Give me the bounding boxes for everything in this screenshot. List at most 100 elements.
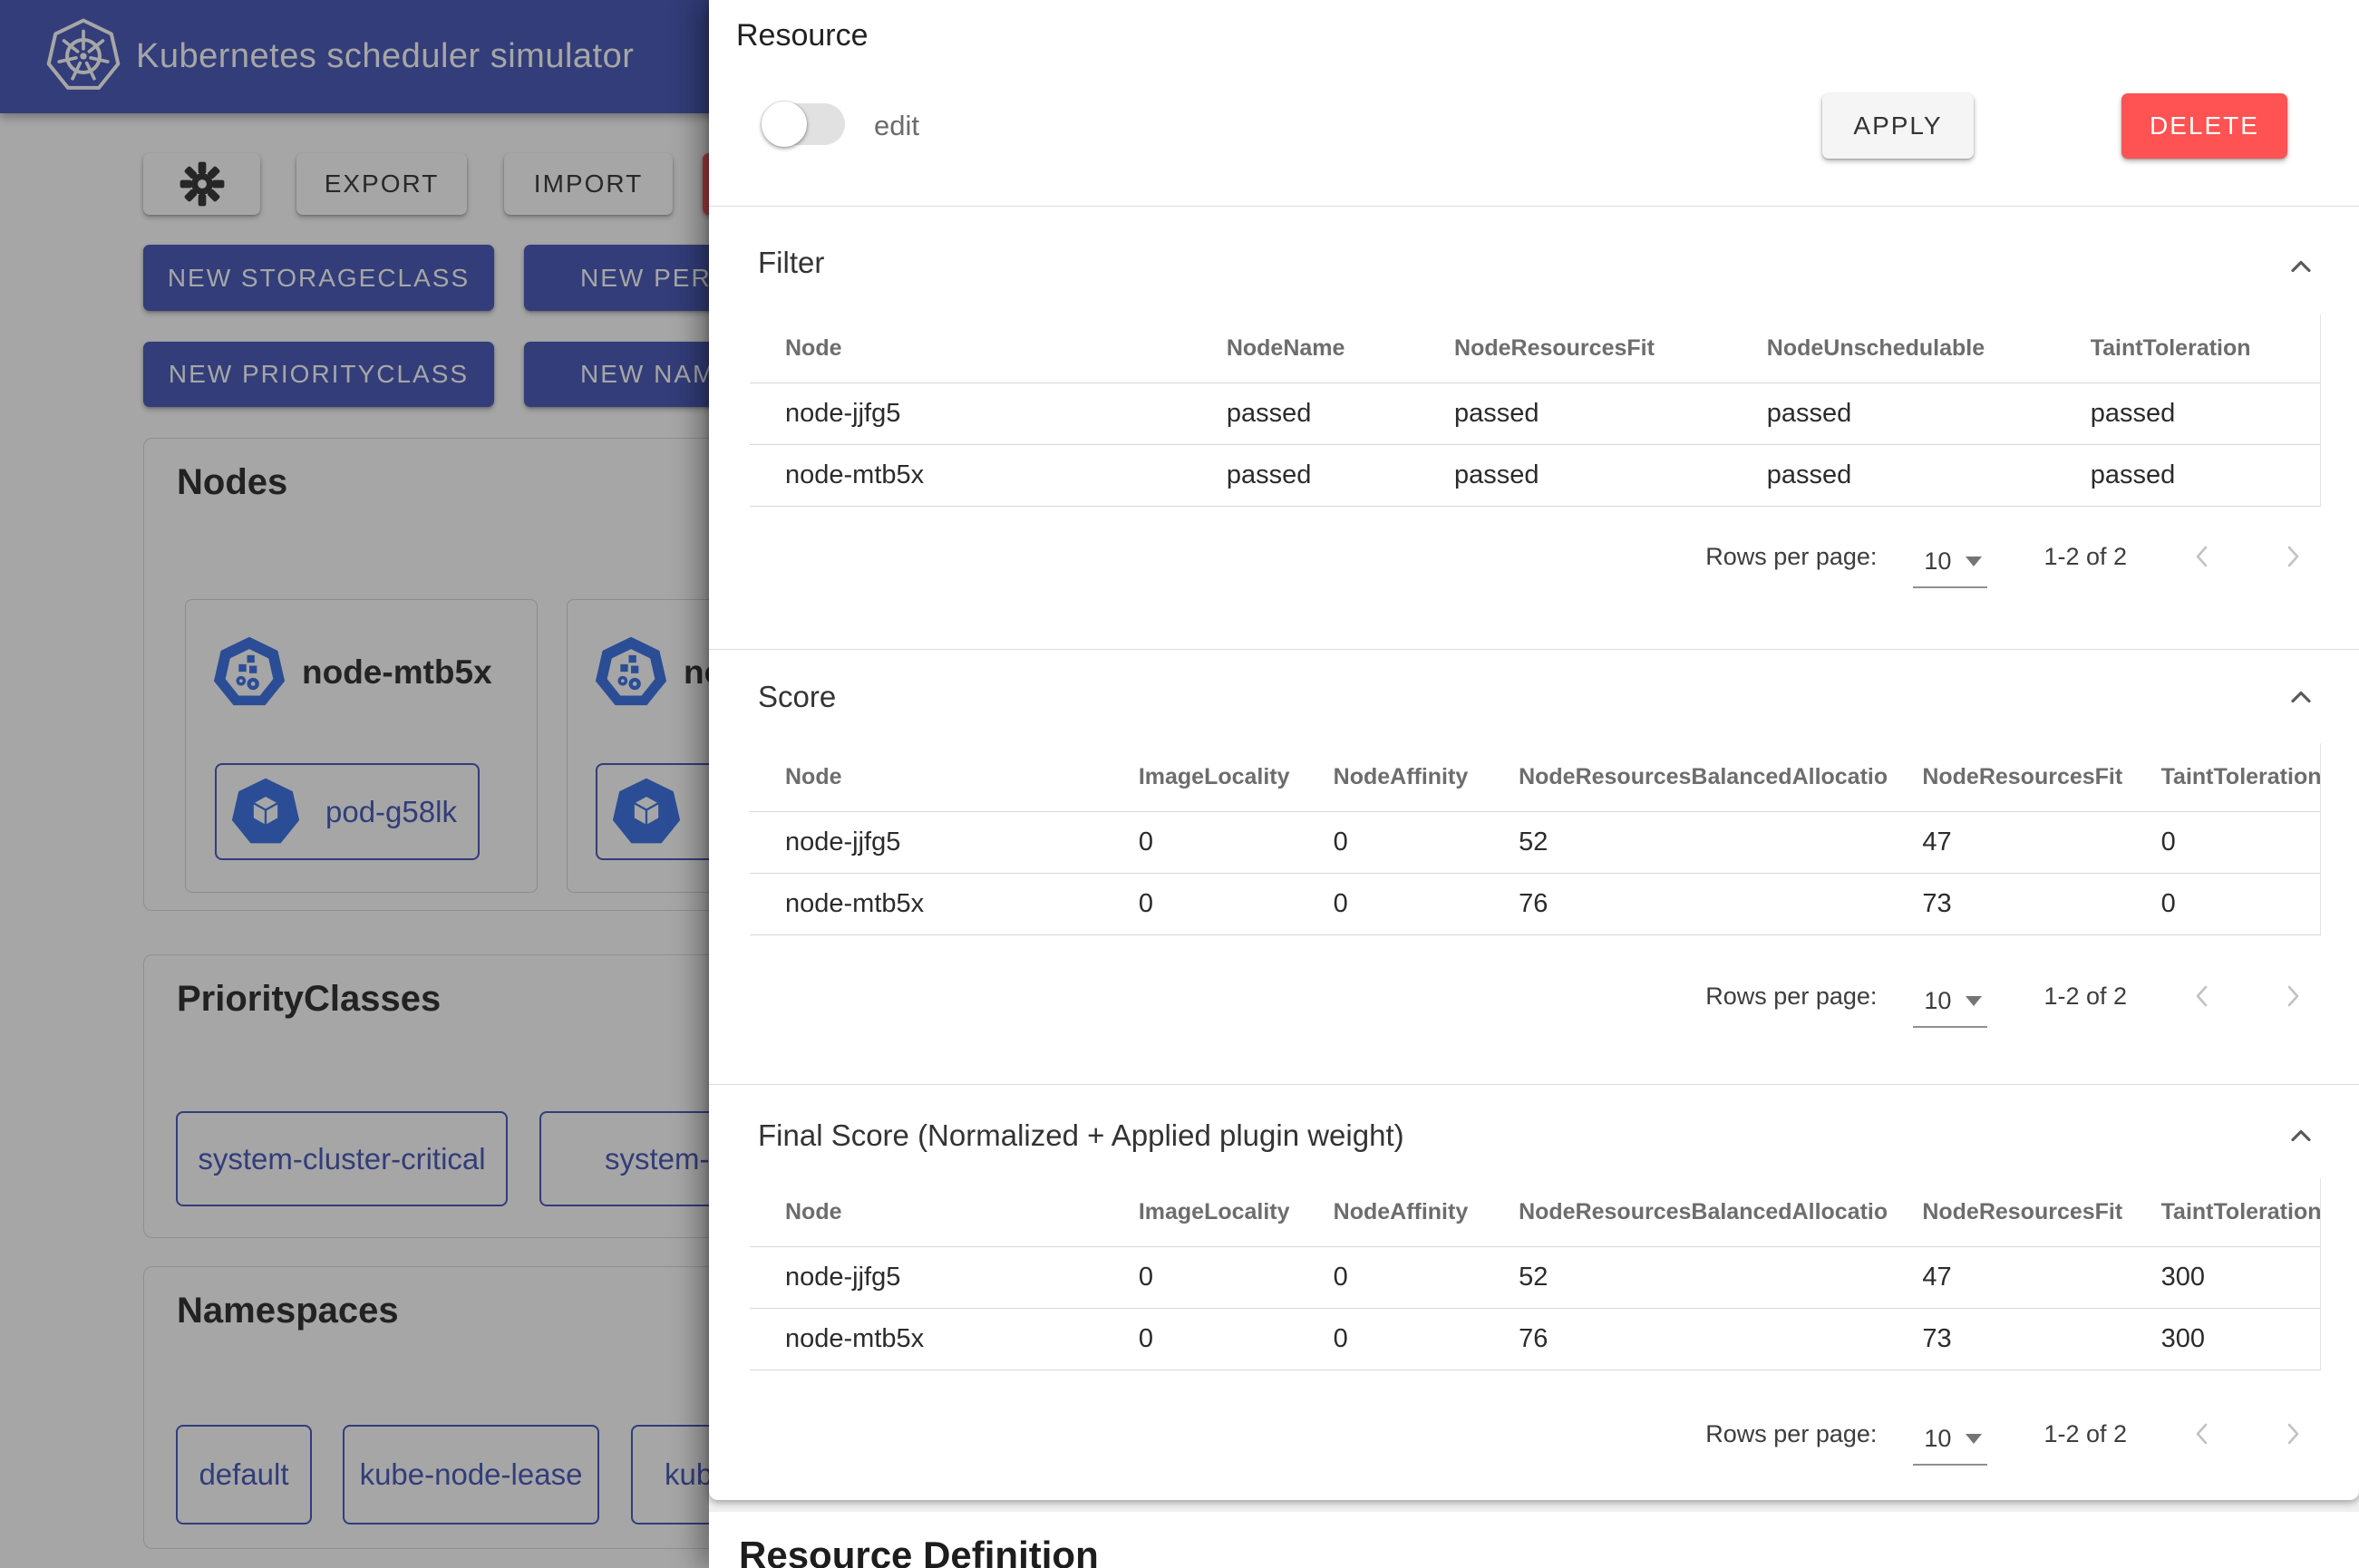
page-range-label: 1-2 of 2	[2043, 542, 2127, 570]
column-header: NodeAffinity	[1297, 743, 1484, 812]
cell-value: 0	[2125, 873, 2321, 935]
previous-page-button[interactable]	[2187, 1418, 2218, 1449]
next-page-button[interactable]	[2277, 981, 2308, 1011]
namespace-chip-kube-node-lease[interactable]: kube-node-lease	[343, 1425, 599, 1524]
cell-value: 0	[1102, 873, 1298, 935]
divider	[709, 649, 2359, 650]
rows-per-page-label: Rows per page:	[1705, 542, 1878, 570]
score-section: Score Node ImageLocality NodeAf	[709, 649, 2359, 1084]
cell-node: node-mtb5x	[750, 1308, 1103, 1370]
cell-node: node-jjfg5	[750, 811, 1103, 874]
kubernetes-pod-icon	[612, 778, 681, 847]
final-score-section-title: Final Score (Normalized + Applied plugin…	[758, 1118, 1404, 1152]
column-header: NodeResourcesFit	[1887, 743, 2126, 812]
kubernetes-logo-icon	[44, 16, 123, 96]
export-button-label: EXPORT	[324, 169, 440, 198]
cell-value: 300	[2125, 1246, 2321, 1309]
final-score-collapse-button[interactable]	[2285, 1120, 2317, 1153]
kubernetes-node-icon	[213, 636, 286, 709]
table-header-row: Node ImageLocality NodeAffinity NodeReso…	[750, 1178, 2321, 1247]
column-header: NodeUnschedulable	[1731, 315, 2055, 383]
namespace-chip-default[interactable]: default	[176, 1425, 312, 1524]
delete-button-label: DELETE	[2150, 111, 2259, 140]
previous-page-button[interactable]	[2187, 981, 2218, 1011]
cell-value: 0	[2125, 811, 2321, 874]
table-header-row: Node NodeName NodeResourcesFit NodeUnsch…	[750, 315, 2321, 383]
cell-node: node-mtb5x	[750, 444, 1191, 507]
page-range-label: 1-2 of 2	[2043, 982, 2127, 1010]
column-header: NodeResourcesBalancedAllocation	[1483, 1178, 1888, 1247]
cell-value: passed	[1190, 444, 1420, 507]
rows-per-page-select[interactable]: 10	[1913, 544, 1988, 588]
namespace-chip-label: default	[199, 1457, 289, 1491]
caret-down-icon	[1966, 995, 1983, 1006]
new-storageclass-label: NEW STORAGECLASS	[167, 263, 471, 292]
import-button-label: IMPORT	[533, 169, 644, 198]
final-score-table: Node ImageLocality NodeAffinity NodeReso…	[750, 1178, 2321, 1370]
divider	[709, 1084, 2359, 1085]
cell-value: passed	[1419, 382, 1732, 445]
column-header: Node	[750, 743, 1103, 812]
cell-value: 0	[1102, 1308, 1298, 1370]
chevron-up-icon	[2285, 682, 2317, 714]
resource-definition-title: Resource Definition	[739, 1534, 1099, 1568]
column-header: ImageLocality	[1102, 743, 1298, 812]
pod-chip[interactable]: pod-g58lk	[215, 763, 480, 860]
cell-value: passed	[1419, 444, 1732, 507]
priorityclass-chip-label: system-cluster-critical	[198, 1141, 486, 1176]
edit-toggle-label: edit	[874, 110, 919, 141]
page-range-label: 1-2 of 2	[2043, 1419, 2127, 1447]
cell-value: 0	[1102, 1246, 1298, 1309]
import-button[interactable]: IMPORT	[504, 153, 673, 215]
rows-per-page-label: Rows per page:	[1705, 982, 1878, 1010]
cell-value: 0	[1297, 873, 1484, 935]
cell-value: passed	[2054, 382, 2321, 445]
kubernetes-node-icon	[595, 636, 667, 709]
caret-down-icon	[1966, 556, 1983, 566]
rows-per-page-value: 10	[1924, 986, 1952, 1014]
resource-drawer: Resource edit APPLY DELETE Filter	[709, 0, 2359, 1568]
next-page-button[interactable]	[2277, 1418, 2308, 1449]
filter-collapse-button[interactable]	[2285, 251, 2317, 284]
filter-table: Node NodeName NodeResourcesFit NodeUnsch…	[750, 315, 2321, 507]
apply-button[interactable]: APPLY	[1822, 93, 1974, 159]
score-collapse-button[interactable]	[2285, 682, 2317, 714]
edit-toggle-thumb[interactable]	[762, 102, 807, 147]
table-row: node-mtb5x 0 0 76 73 300	[750, 1308, 2321, 1370]
apply-button-label: APPLY	[1853, 111, 1943, 140]
cell-value: passed	[1731, 444, 2055, 507]
nodes-title: Nodes	[177, 462, 288, 502]
cell-value: passed	[2054, 444, 2321, 507]
delete-button[interactable]: DELETE	[2121, 93, 2287, 159]
rows-per-page-value: 10	[1924, 547, 1952, 575]
cell-value: 0	[1297, 1308, 1484, 1370]
table-pagination: Rows per page: 10 1-2 of 2	[750, 1405, 2308, 1466]
column-header: NodeAffinity	[1297, 1178, 1484, 1247]
cell-value: passed	[1190, 382, 1420, 445]
table-row: node-jjfg5 0 0 52 47 0	[750, 811, 2321, 874]
previous-page-button[interactable]	[2187, 541, 2218, 572]
cell-value: 52	[1483, 1246, 1888, 1309]
rows-per-page-select[interactable]: 10	[1913, 983, 1988, 1028]
new-priorityclass-button[interactable]: NEW PRIORITYCLASS	[143, 342, 494, 407]
rows-per-page-select[interactable]: 10	[1913, 1421, 1988, 1466]
priorityclass-chip-system-cluster-critical[interactable]: system-cluster-critical	[176, 1111, 508, 1206]
node-card[interactable]: node-mtb5x pod-g58lk	[185, 599, 538, 893]
resource-detail-card: Resource edit APPLY DELETE Filter	[709, 0, 2359, 1500]
node-name: node-mtb5x	[302, 653, 492, 691]
score-section-title: Score	[758, 680, 837, 713]
priorityclasses-title: PriorityClasses	[177, 979, 442, 1019]
kubernetes-pod-icon	[231, 778, 300, 847]
chevron-up-icon	[2285, 251, 2317, 284]
namespaces-title: Namespaces	[177, 1291, 399, 1331]
rows-per-page-value: 10	[1924, 1424, 1952, 1452]
resource-definition-card: Resource Definition	[709, 1512, 2359, 1568]
export-button[interactable]: EXPORT	[296, 153, 467, 215]
column-header: Node	[750, 1178, 1103, 1247]
cell-value: 0	[1102, 811, 1298, 874]
cell-value: 47	[1887, 811, 2126, 874]
next-page-button[interactable]	[2277, 541, 2308, 572]
settings-button[interactable]	[143, 153, 260, 215]
new-storageclass-button[interactable]: NEW STORAGECLASS	[143, 245, 494, 311]
